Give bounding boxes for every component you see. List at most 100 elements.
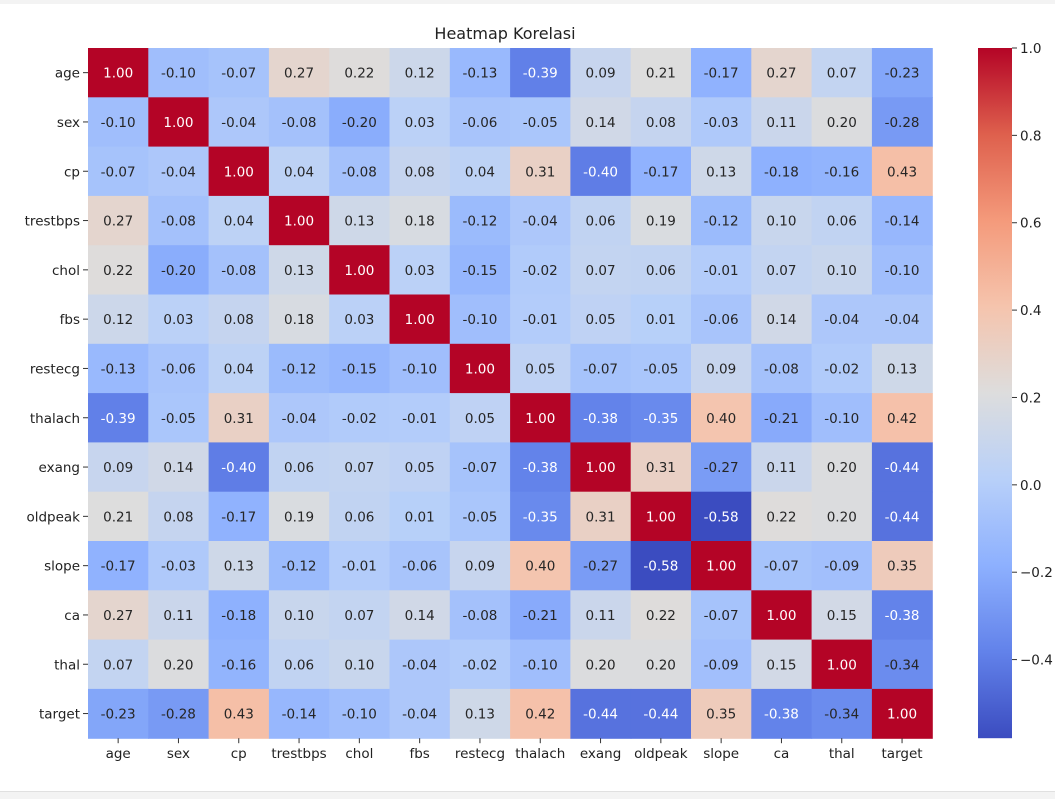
heatmap-cell (329, 195, 391, 246)
cell-value-label: -0.07 (221, 66, 256, 82)
cell-value-label: -0.13 (101, 361, 136, 377)
cell-value-label: -0.28 (161, 707, 196, 723)
cell-value-label: 0.08 (646, 115, 676, 131)
cell-value-label: -0.05 (523, 115, 558, 131)
cell-value-label: -0.02 (824, 361, 859, 377)
heatmap-cell (510, 639, 571, 690)
heatmap-cell (630, 688, 692, 739)
cell-value-label: -0.04 (282, 411, 317, 427)
heatmap-cell (510, 48, 571, 98)
heatmap-cell (510, 97, 571, 148)
heatmap-cell (268, 442, 330, 493)
heatmap-cell (811, 590, 873, 641)
cell-value-label: 0.43 (887, 164, 917, 180)
cell-value-label: 0.18 (405, 214, 435, 230)
cell-value-label: 0.27 (103, 214, 133, 230)
heatmap-cell (449, 442, 511, 493)
heatmap-cell (751, 688, 813, 739)
cell-value-label: -0.38 (523, 460, 558, 476)
cell-value-label: -0.08 (462, 608, 497, 624)
heatmap-cell (88, 639, 149, 690)
cell-value-label: 0.12 (103, 312, 133, 328)
cell-value-label: -0.08 (764, 361, 799, 377)
cell-value-label: 0.27 (103, 608, 133, 624)
heatmap-cell (268, 590, 330, 641)
cell-value-label: 0.35 (706, 707, 736, 723)
heatmap-cell (449, 491, 511, 542)
cell-value-label: -0.03 (161, 559, 196, 575)
cell-value-label: 0.13 (284, 263, 314, 279)
heatmap-cell (88, 393, 149, 443)
cell-value-label: -0.27 (583, 559, 618, 575)
cell-value-label: -0.04 (824, 312, 859, 328)
y-tick-label: thalach (30, 411, 80, 427)
heatmap-cell (88, 97, 149, 148)
heatmap-cell (630, 343, 692, 394)
heatmap-cell (630, 590, 692, 641)
cell-value-label: -0.06 (704, 312, 739, 328)
cell-value-label: 0.03 (163, 312, 193, 328)
heatmap-cell (449, 639, 511, 690)
cell-value-label: 1.00 (766, 608, 796, 624)
heatmap-cell (811, 245, 873, 296)
cell-value-label: 0.07 (827, 66, 857, 82)
heatmap-cell (208, 294, 270, 345)
cell-value-label: 1.00 (284, 214, 314, 230)
heatmap-cell (389, 442, 451, 493)
cell-value-label: -0.06 (462, 115, 497, 131)
cell-value-label: 0.18 (284, 312, 314, 328)
x-tick-label: oldpeak (634, 746, 688, 762)
cell-value-label: -0.58 (704, 509, 739, 525)
cell-value-label: -0.09 (704, 657, 739, 673)
cell-value-label: 0.05 (525, 361, 555, 377)
heatmap-cell (510, 393, 571, 443)
cell-value-label: 0.22 (344, 66, 374, 82)
cell-value-label: -0.07 (764, 559, 799, 575)
heatmap-cell (148, 393, 210, 443)
y-tick-label: trestbps (25, 214, 80, 230)
heatmap-cell (449, 146, 511, 197)
cell-value-label: 0.14 (405, 608, 435, 624)
y-tick-label: cp (64, 164, 80, 180)
heatmap-cell (630, 294, 692, 345)
heatmap-cell (510, 195, 571, 246)
heatmap-cell (510, 688, 571, 739)
x-tick-label: trestbps (271, 746, 326, 762)
cell-value-label: 0.13 (224, 559, 254, 575)
heatmap-cell (208, 541, 270, 591)
cell-value-label: 0.27 (284, 66, 314, 82)
heatmap-cell (691, 442, 752, 493)
heatmap-cell (510, 294, 571, 345)
heatmap-cell (208, 688, 270, 739)
cell-value-label: -0.38 (764, 707, 799, 723)
cell-value-label: -0.20 (342, 115, 377, 131)
cell-value-label: -0.34 (885, 657, 920, 673)
cell-value-label: -0.23 (101, 707, 136, 723)
cell-value-label: -0.21 (523, 608, 558, 624)
heatmap-cell (691, 48, 752, 98)
cell-value-label: 0.06 (586, 214, 616, 230)
heatmap-cell (751, 491, 813, 542)
heatmap-cell (389, 97, 451, 148)
heatmap-cell (871, 343, 933, 394)
cell-value-label: 0.01 (646, 312, 676, 328)
chart-title: Heatmap Korelasi (434, 24, 575, 43)
cell-value-label: 1.00 (525, 411, 555, 427)
heatmap-cell (751, 48, 813, 98)
heatmap-cell (329, 442, 391, 493)
heatmap-cell (751, 393, 813, 443)
heatmap-cell (570, 343, 632, 394)
heatmap-cell (871, 48, 933, 98)
cell-value-label: -0.44 (885, 509, 920, 525)
cell-value-label: 0.42 (887, 411, 917, 427)
colorbar-tick-label: −0.2 (1020, 565, 1053, 581)
heatmap-cell (691, 343, 752, 394)
cell-value-label: -0.08 (161, 214, 196, 230)
heatmap-cell (871, 97, 933, 148)
cell-value-label: -0.38 (885, 608, 920, 624)
heatmap-cell (811, 393, 873, 443)
heatmap-cell (208, 195, 270, 246)
heatmap-cell (148, 442, 210, 493)
heatmap-cell (389, 245, 451, 296)
heatmap-cell (329, 343, 391, 394)
